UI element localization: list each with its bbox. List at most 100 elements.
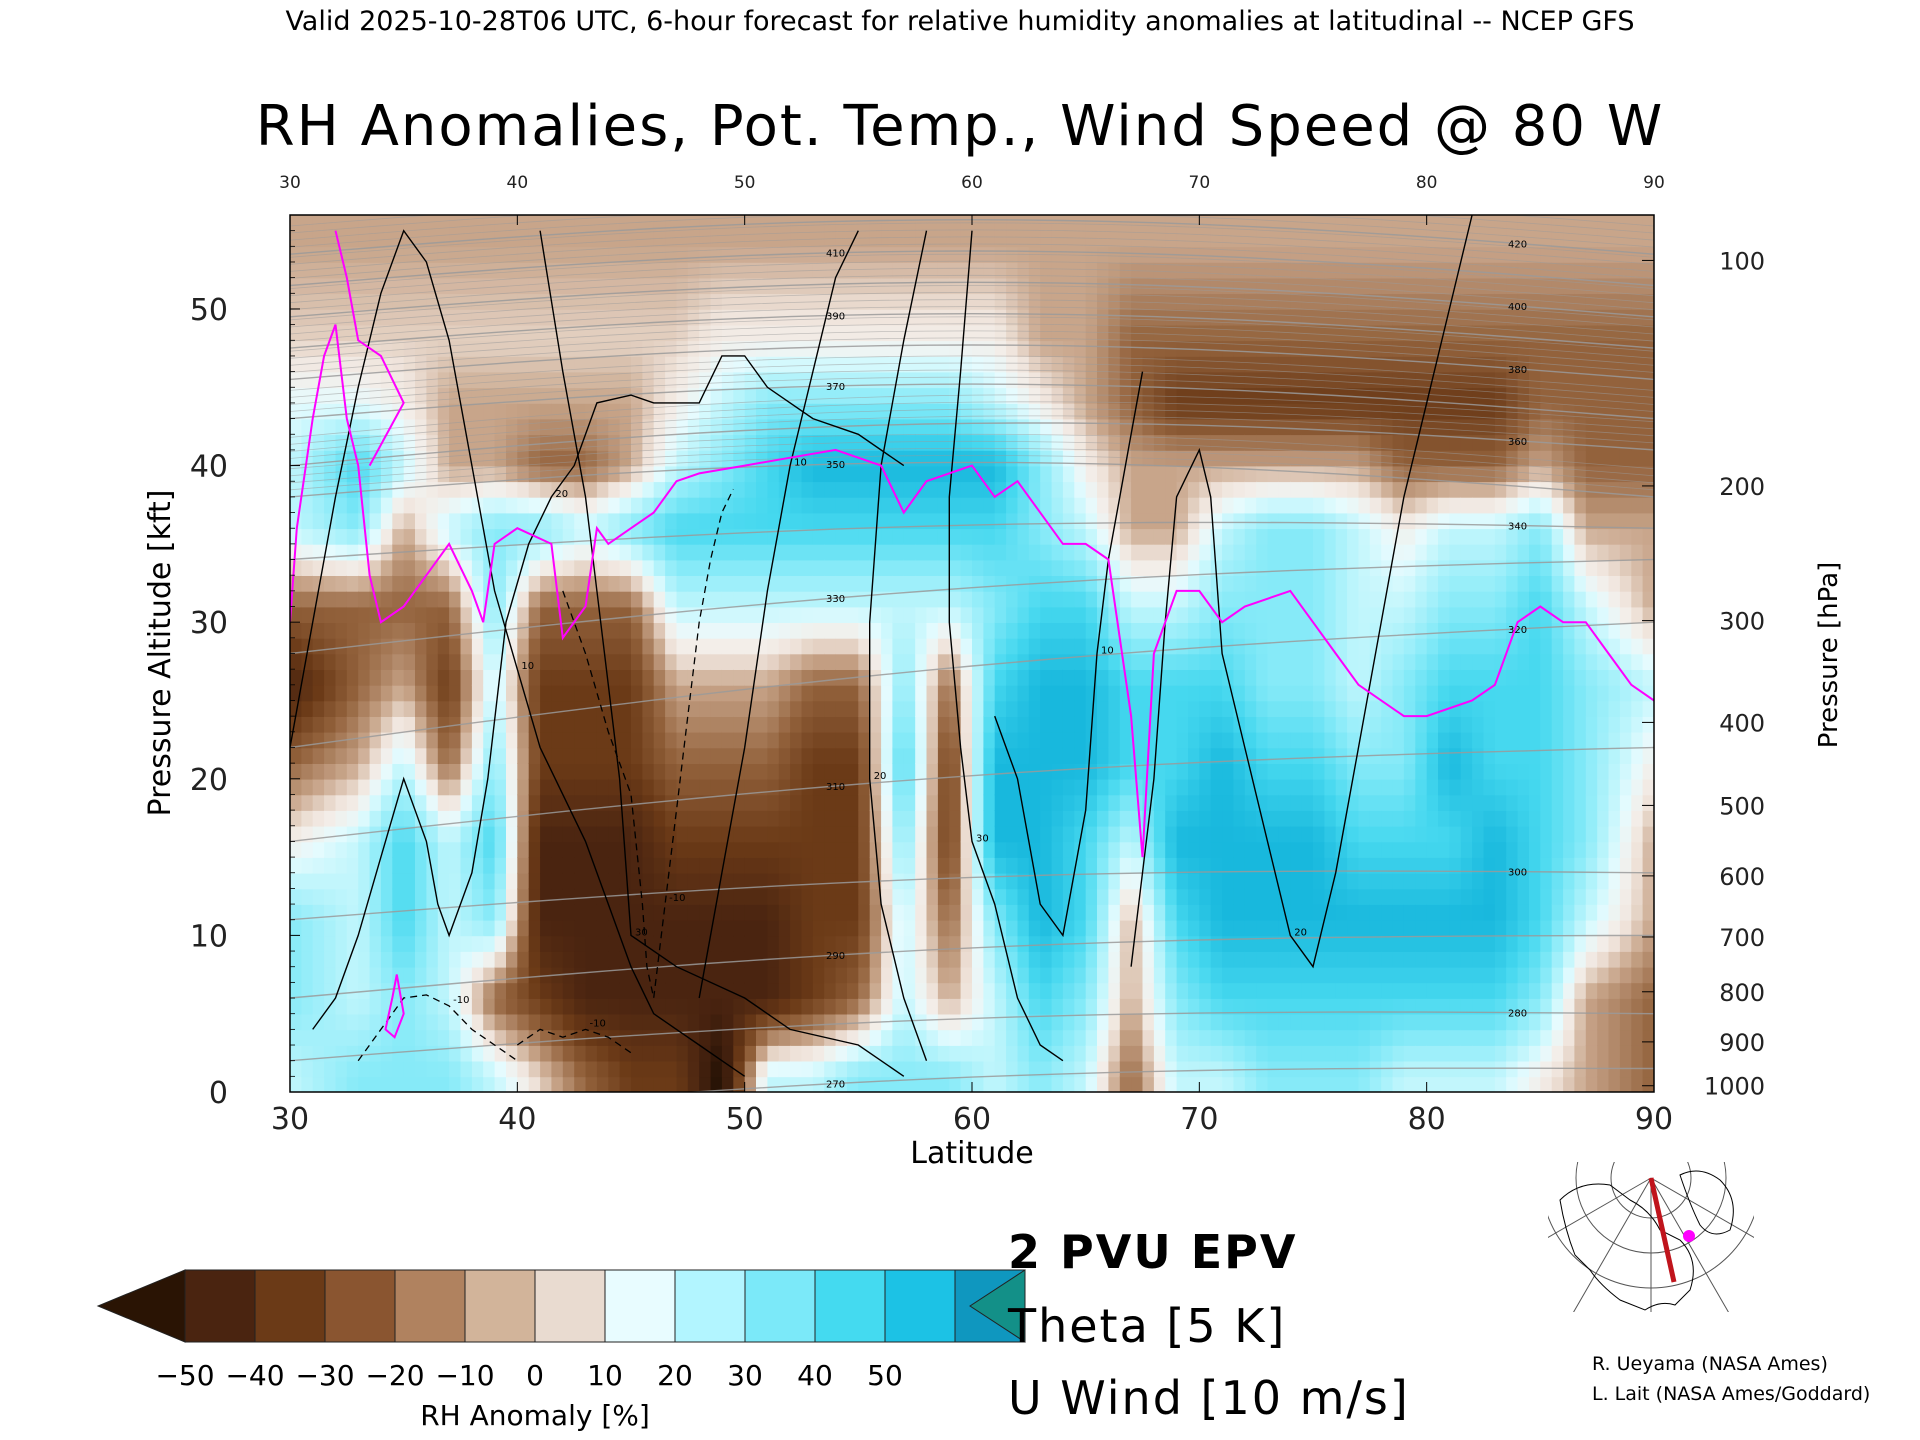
rh-cell xyxy=(528,935,541,952)
rh-cell xyxy=(903,1076,916,1092)
rh-cell xyxy=(460,355,473,373)
rh-cell xyxy=(903,528,916,545)
rh-cell xyxy=(790,637,803,655)
rh-cell xyxy=(1051,653,1064,670)
rh-cell xyxy=(881,606,894,623)
rh-cell xyxy=(1119,919,1132,937)
rh-cell xyxy=(301,481,314,498)
rh-cell xyxy=(744,418,757,436)
rh-cell xyxy=(574,637,587,655)
rh-cell xyxy=(733,481,746,498)
rh-cell xyxy=(1176,810,1189,827)
rh-cell xyxy=(551,387,564,404)
rh-cell xyxy=(812,559,826,576)
rh-cell xyxy=(1267,402,1280,420)
rh-cell xyxy=(699,637,712,655)
rh-cell xyxy=(1199,1060,1212,1078)
rh-cell xyxy=(1278,982,1292,999)
rh-cell xyxy=(881,669,894,686)
rh-cell xyxy=(710,387,723,404)
rh-cell xyxy=(619,371,632,389)
rh-cell xyxy=(653,1029,666,1046)
rh-cell xyxy=(858,904,871,921)
rh-cell xyxy=(949,998,962,1015)
rh-cell xyxy=(733,904,746,921)
rh-cell xyxy=(847,998,860,1015)
rh-cell xyxy=(1176,872,1189,890)
rh-cell xyxy=(528,496,541,514)
rh-cell xyxy=(380,857,394,874)
rh-cell xyxy=(1006,543,1019,561)
rh-cell xyxy=(1119,575,1132,592)
rh-cell xyxy=(881,794,894,811)
rh-cell xyxy=(380,919,394,937)
rh-cell xyxy=(642,904,655,921)
rh-cell xyxy=(687,449,700,467)
rh-cell xyxy=(1176,982,1189,999)
rh-cell xyxy=(1119,684,1132,702)
rh-cell xyxy=(1290,872,1303,890)
rh-cell xyxy=(335,418,348,436)
rh-cell xyxy=(926,340,939,357)
rh-cell xyxy=(494,747,507,764)
rh-cell xyxy=(608,825,621,843)
rh-cell xyxy=(403,387,416,404)
rh-cell xyxy=(1119,371,1132,389)
rh-cell xyxy=(346,904,359,921)
rh-cell xyxy=(721,324,735,342)
rh-cell xyxy=(596,496,610,514)
rh-cell xyxy=(801,998,814,1015)
rh-cell xyxy=(460,465,473,483)
rh-cell xyxy=(721,559,735,576)
rh-cell xyxy=(1017,778,1030,796)
rh-cell xyxy=(733,340,746,357)
rh-cell xyxy=(540,512,553,530)
rh-cell xyxy=(471,355,485,373)
rh-cell xyxy=(1040,481,1053,498)
rh-cell xyxy=(494,1029,507,1046)
rh-cell xyxy=(835,622,848,639)
rh-cell xyxy=(812,653,826,670)
rh-cell xyxy=(1233,559,1246,576)
rh-cell xyxy=(778,1076,791,1092)
rh-cell xyxy=(574,669,587,686)
rh-cell xyxy=(1244,700,1257,717)
rh-cell xyxy=(1188,622,1201,639)
rh-cell xyxy=(1051,857,1064,874)
rh-cell xyxy=(1290,810,1303,827)
rh-cell xyxy=(699,1060,712,1078)
rh-cell xyxy=(915,1029,928,1046)
rh-cell xyxy=(483,998,496,1015)
rh-cell xyxy=(494,763,507,780)
rh-cell xyxy=(1278,559,1292,576)
rh-cell xyxy=(949,324,962,342)
rh-cell xyxy=(960,324,973,342)
rh-cell xyxy=(1142,1045,1155,1062)
rh-cell xyxy=(358,434,371,451)
rh-cell xyxy=(528,904,541,921)
rh-cell xyxy=(1244,496,1257,514)
rh-cell xyxy=(460,669,473,686)
rh-cell xyxy=(1108,1029,1121,1046)
rh-cell xyxy=(415,496,428,514)
rh-cell xyxy=(642,637,655,655)
rh-cell xyxy=(915,622,928,639)
rh-cell xyxy=(858,951,871,968)
rh-cell xyxy=(608,449,621,467)
rh-cell xyxy=(528,982,541,999)
rh-cell xyxy=(903,481,916,498)
rh-cell xyxy=(665,810,678,827)
rh-cell xyxy=(824,966,837,984)
rh-cell xyxy=(324,1013,337,1031)
rh-cell xyxy=(596,904,610,921)
rh-cell xyxy=(1233,606,1246,623)
rh-cell xyxy=(1085,1045,1098,1062)
rh-cell xyxy=(676,449,689,467)
rh-cell xyxy=(471,246,485,263)
rh-cell xyxy=(1006,1076,1019,1092)
rh-cell xyxy=(426,763,439,780)
rh-cell xyxy=(369,669,382,686)
rh-cell xyxy=(892,1060,905,1078)
rh-cell xyxy=(665,309,678,326)
rh-cell xyxy=(528,763,541,780)
